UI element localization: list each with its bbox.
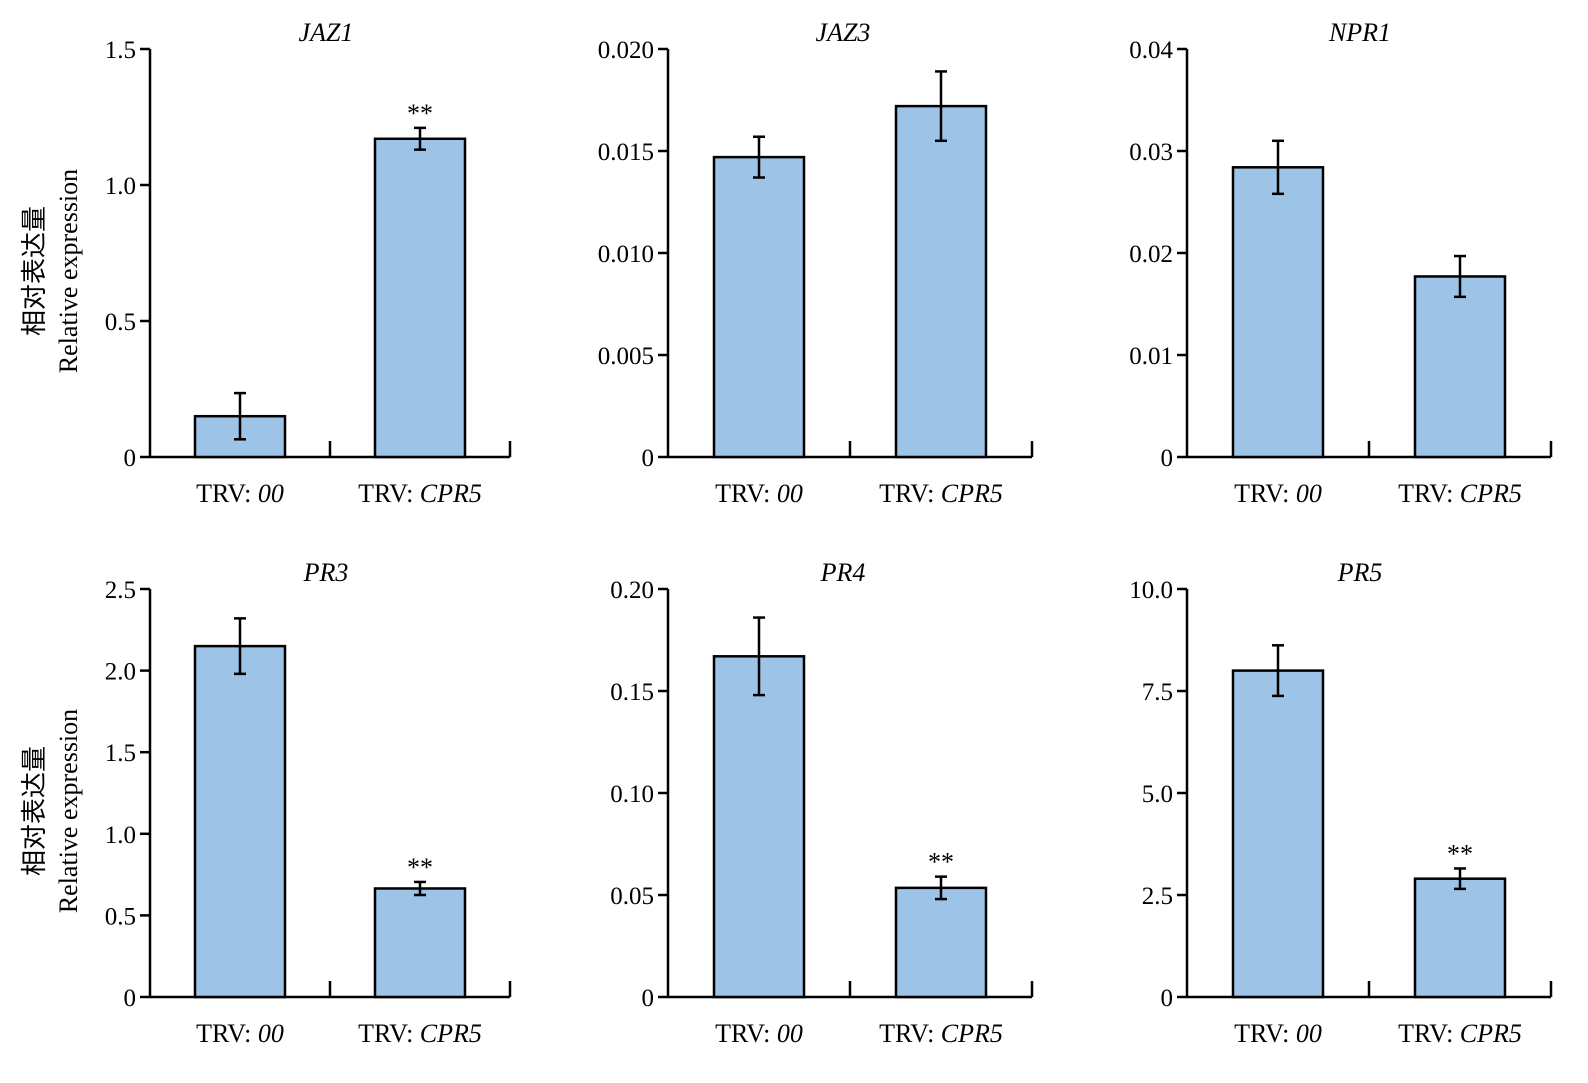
y-axis-label-zh: 相对表达量 <box>20 206 49 336</box>
category-name: 00 <box>258 1019 284 1048</box>
category-name: CPR5 <box>420 479 482 508</box>
x-category-label: TRV: CPR5 <box>879 1019 1003 1048</box>
category-name: 00 <box>1296 1019 1322 1048</box>
y-tick-label: 0 <box>642 445 655 472</box>
x-category-label: TRV: CPR5 <box>1398 1019 1522 1048</box>
category-prefix: TRV: <box>196 1019 258 1048</box>
x-category-label: TRV: CPR5 <box>358 479 482 508</box>
chart-title: PR4 <box>820 558 866 587</box>
x-category-label: TRV: 00 <box>1234 1019 1322 1048</box>
category-prefix: TRV: <box>1234 1019 1296 1048</box>
y-tick-label: 0.005 <box>598 343 654 370</box>
significance-marker: ** <box>407 853 433 882</box>
y-tick-label: 0 <box>1161 445 1174 472</box>
y-tick-label: 0.015 <box>598 139 654 166</box>
significance-marker: ** <box>407 99 433 128</box>
chart-panel-5: PR4 0 0.05 0.10 0.15 0.20 TRV: 00 ** TRV: CPR5 <box>610 558 1034 1048</box>
x-category-label: TRV: 00 <box>715 479 803 508</box>
bar-00 <box>193 644 287 999</box>
bar-cpr5 <box>373 137 467 459</box>
bar-00 <box>712 155 806 459</box>
category-prefix: TRV: <box>1234 479 1296 508</box>
x-category-label: TRV: CPR5 <box>1398 479 1522 508</box>
x-category-label: TRV: 00 <box>196 1019 284 1048</box>
y-tick-label: 0.04 <box>1129 37 1173 64</box>
y-tick-label: 0 <box>124 445 137 472</box>
y-tick-label: 0.5 <box>105 309 136 336</box>
y-tick-label: 0.010 <box>598 241 654 268</box>
y-tick-label: 0 <box>124 985 137 1012</box>
y-axis-label-en: Relative expression <box>54 709 83 913</box>
chart-panel-1: JAZ1 0 0.5 1.0 1.5 TRV: 00 ** TRV: CPR5 相对表达量 Rel… <box>20 18 512 508</box>
category-prefix: TRV: <box>358 479 420 508</box>
y-tick-label: 2.5 <box>105 577 136 604</box>
category-name: CPR5 <box>1460 1019 1522 1048</box>
chart-panel-4: PR3 0 0.5 1.0 1.5 2.0 2.5 TRV: 00 ** TRV: CPR5 相对表… <box>20 558 512 1048</box>
y-tick-label: 1.0 <box>105 822 136 849</box>
y-tick-label: 10.0 <box>1129 577 1173 604</box>
category-name: 00 <box>1296 479 1322 508</box>
category-prefix: TRV: <box>1398 479 1460 508</box>
category-prefix: TRV: <box>196 479 258 508</box>
y-tick-label: 0.03 <box>1129 139 1173 166</box>
y-tick-label: 0.15 <box>610 679 654 706</box>
chart-title: PR5 <box>1337 558 1383 587</box>
category-name: CPR5 <box>941 1019 1003 1048</box>
significance-marker: ** <box>1447 839 1473 868</box>
bar-cpr5 <box>373 887 467 999</box>
category-prefix: TRV: <box>879 479 941 508</box>
category-prefix: TRV: <box>879 1019 941 1048</box>
bar-cpr5 <box>894 104 988 459</box>
y-tick-label: 1.0 <box>105 173 136 200</box>
y-tick-label: 0.05 <box>610 883 654 910</box>
bar-00 <box>1231 669 1325 999</box>
bar-00 <box>1231 166 1325 459</box>
category-name: 00 <box>777 1019 803 1048</box>
chart-title: NPR1 <box>1328 18 1391 47</box>
chart-title: PR3 <box>303 558 349 587</box>
bar-cpr5 <box>894 886 988 999</box>
x-category-label: TRV: 00 <box>715 1019 803 1048</box>
y-axis-label-en: Relative expression <box>54 169 83 373</box>
category-name: CPR5 <box>941 479 1003 508</box>
y-tick-label: 0.20 <box>610 577 654 604</box>
chart-title: JAZ1 <box>299 18 354 47</box>
chart-panel-6: PR5 0 2.5 5.0 7.5 10.0 TRV: 00 ** TRV: CPR5 <box>1129 558 1553 1048</box>
category-name: 00 <box>777 479 803 508</box>
y-tick-label: 0.020 <box>598 37 654 64</box>
y-tick-label: 1.5 <box>105 740 136 767</box>
y-tick-label: 0.10 <box>610 781 654 808</box>
y-tick-label: 0 <box>642 985 655 1012</box>
significance-marker: ** <box>928 848 954 877</box>
category-prefix: TRV: <box>1398 1019 1460 1048</box>
bar-cpr5 <box>1413 275 1507 459</box>
y-tick-label: 7.5 <box>1142 679 1173 706</box>
x-category-label: TRV: CPR5 <box>879 479 1003 508</box>
x-category-label: TRV: 00 <box>196 479 284 508</box>
bar-cpr5 <box>1413 877 1507 999</box>
x-category-label: TRV: CPR5 <box>358 1019 482 1048</box>
y-tick-label: 1.5 <box>105 37 136 64</box>
y-axis-label-zh: 相对表达量 <box>20 746 49 876</box>
category-prefix: TRV: <box>715 1019 777 1048</box>
y-tick-label: 2.0 <box>105 659 136 686</box>
y-tick-label: 5.0 <box>1142 781 1173 808</box>
y-tick-label: 0 <box>1161 985 1174 1012</box>
y-tick-label: 0.5 <box>105 903 136 930</box>
category-name: CPR5 <box>1460 479 1522 508</box>
y-tick-label: 2.5 <box>1142 883 1173 910</box>
category-name: 00 <box>258 479 284 508</box>
category-prefix: TRV: <box>715 479 777 508</box>
bar-00 <box>712 655 806 999</box>
category-name: CPR5 <box>420 1019 482 1048</box>
x-category-label: TRV: 00 <box>1234 479 1322 508</box>
chart-title: JAZ3 <box>816 18 871 47</box>
y-tick-label: 0.02 <box>1129 241 1173 268</box>
y-tick-label: 0.01 <box>1129 343 1173 370</box>
category-prefix: TRV: <box>358 1019 420 1048</box>
